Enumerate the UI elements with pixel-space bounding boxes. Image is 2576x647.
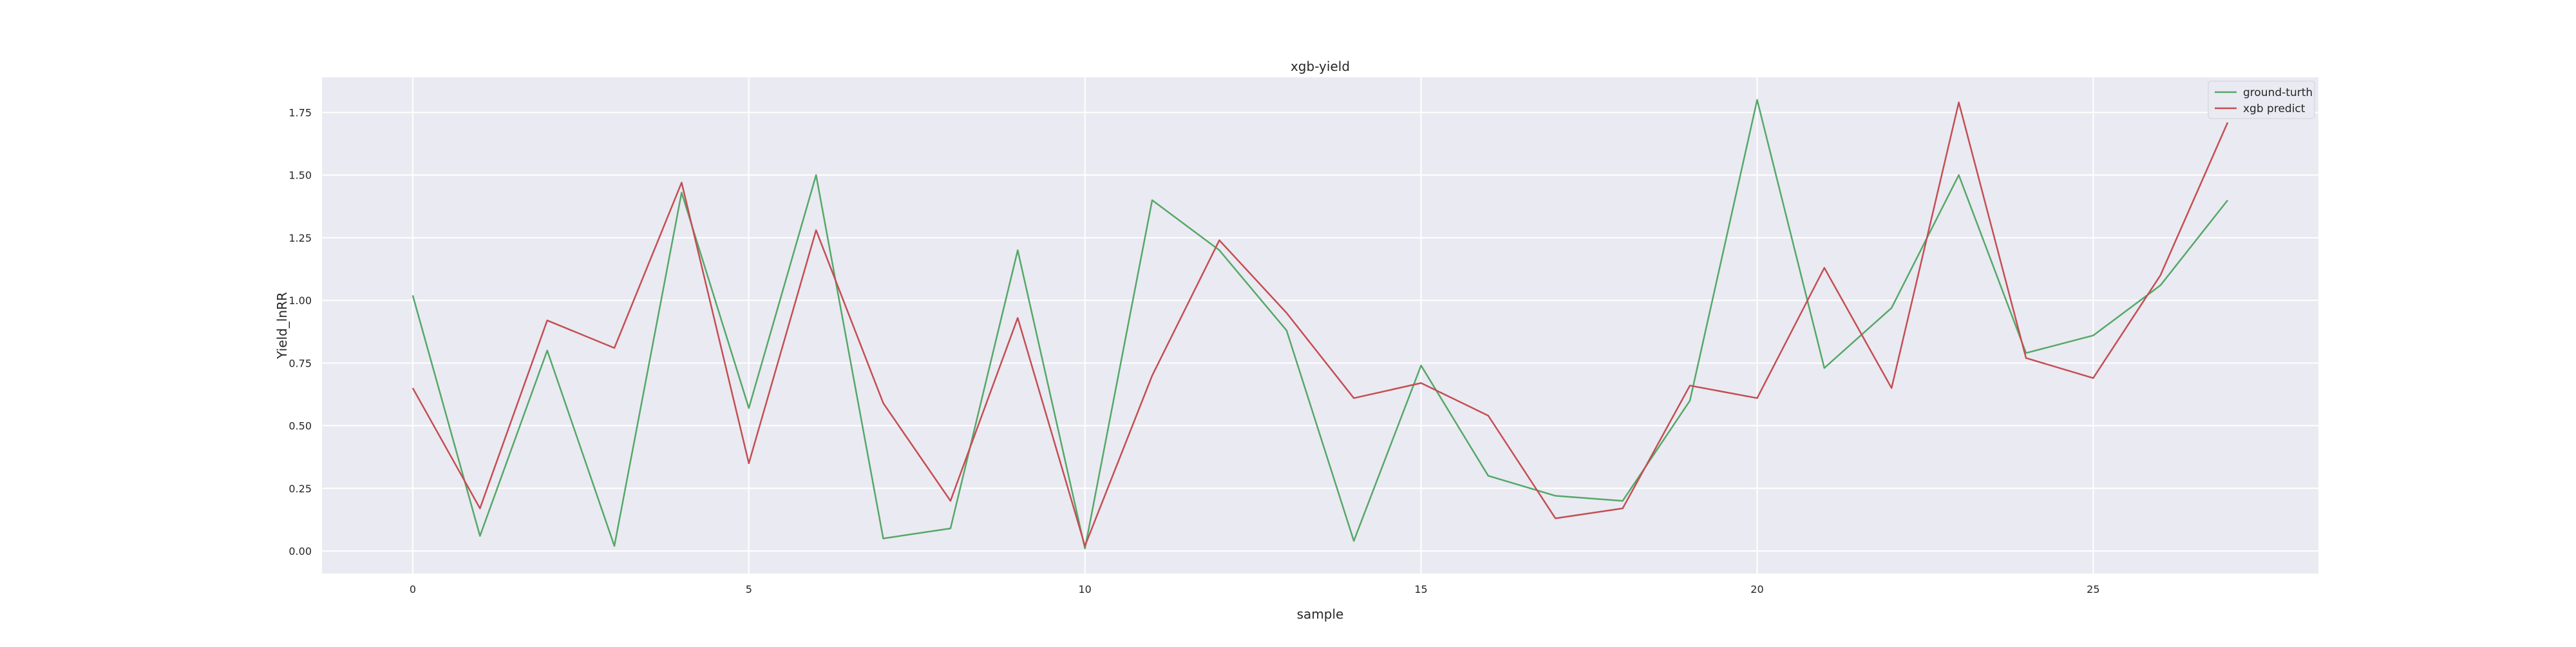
x-axis-label: sample: [1297, 606, 1344, 622]
legend: ground-turth xgb predict: [2208, 81, 2315, 119]
y-tick-label: 1.25: [289, 232, 312, 244]
y-axis-label: Yield_lnRR: [274, 292, 290, 360]
series-lines: [412, 99, 2229, 550]
x-tick-label: 15: [1414, 583, 1427, 595]
y-tick-label: 1.75: [289, 106, 312, 119]
legend-label: ground-turth: [2243, 86, 2313, 99]
y-tick-label: 0.50: [289, 420, 312, 432]
legend-label: xgb predict: [2243, 102, 2306, 115]
axis-ticks: 0.00 0.25 0.50 0.75 1.00 1.25 1.50 1.75 0 5 10 15 20…: [289, 106, 2099, 595]
x-tick-label: 25: [2087, 583, 2099, 595]
y-tick-label: 0.75: [289, 357, 312, 369]
y-tick-label: 0.25: [289, 483, 312, 495]
grid-lines: [322, 77, 2318, 574]
legend-box: [2208, 81, 2315, 119]
chart-title: xgb-yield: [1291, 59, 1350, 74]
series-line-xgb-predict: [412, 101, 2229, 547]
y-tick-label: 1.50: [289, 169, 312, 182]
plot-area: [322, 77, 2318, 574]
x-tick-label: 10: [1079, 583, 1092, 595]
y-tick-label: 1.00: [289, 295, 312, 307]
series-line-ground-turth: [412, 99, 2229, 550]
x-tick-label: 0: [410, 583, 416, 595]
x-tick-label: 20: [1750, 583, 1763, 595]
y-tick-label: 0.00: [289, 545, 312, 557]
x-tick-label: 5: [746, 583, 752, 595]
